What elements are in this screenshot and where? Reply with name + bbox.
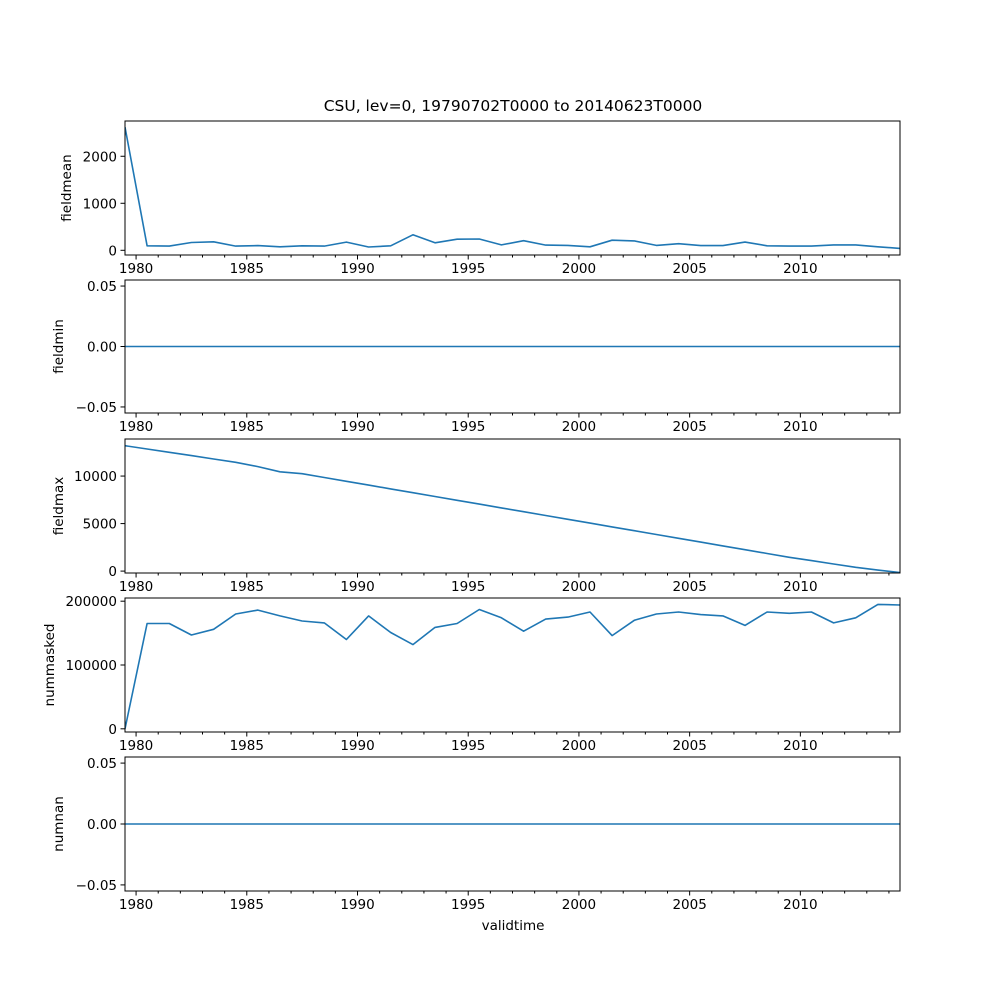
fieldmax-x-tick-label: 1980 xyxy=(119,579,153,595)
nummasked-axes-frame xyxy=(124,597,901,733)
nummasked-y-tick-label: 100000 xyxy=(65,658,117,674)
fieldmax-x-tick-label: 2000 xyxy=(562,579,596,595)
panel-fieldmean: 1980 1985 1990 1995 2000 2005 2010 0 1000 2000 fie… xyxy=(59,120,901,277)
nummasked-series-line xyxy=(125,603,900,729)
fieldmin-x-tick-label: 1995 xyxy=(451,419,485,435)
fieldmax-axes-frame xyxy=(124,438,901,574)
fieldmean-y-tick-label: 0 xyxy=(108,243,117,259)
fieldmean-y-tick-label: 2000 xyxy=(83,149,117,165)
fieldmax-series-line xyxy=(125,444,900,573)
fieldmax-x-tick-label: 1990 xyxy=(340,579,374,595)
fieldmin-x-tick-label: 1980 xyxy=(119,419,153,435)
nummasked-y-tick-label: 200000 xyxy=(65,594,117,610)
fieldmax-y-axis-label: fieldmax xyxy=(51,477,67,536)
fieldmin-x-tick-label: 2010 xyxy=(783,419,817,435)
numnan-x-tick-label: 2010 xyxy=(783,897,817,913)
nummasked-y-axis-label: nummasked xyxy=(42,624,58,707)
numnan-x-tick-label: 1995 xyxy=(451,897,485,913)
fieldmin-x-tick-label: 2000 xyxy=(562,419,596,435)
fieldmean-x-tick-label: 1980 xyxy=(119,261,153,277)
fieldmean-y-tick-label: 1000 xyxy=(83,196,117,212)
fieldmean-x-tick-label: 2005 xyxy=(672,261,706,277)
fieldmin-y-tick-label: −0.05 xyxy=(76,400,117,416)
fieldmean-x-tick-label: 1985 xyxy=(230,261,264,277)
nummasked-x-tick-label: 1985 xyxy=(230,738,264,754)
panel-fieldmax: 1980 1985 1990 1995 2000 2005 2010 0 5000 10000 fi… xyxy=(51,438,901,595)
fieldmax-y-tick-label: 10000 xyxy=(74,469,117,485)
nummasked-x-tick-label: 2010 xyxy=(783,738,817,754)
numnan-x-tick-label: 2005 xyxy=(672,897,706,913)
fieldmean-x-tick-label: 1995 xyxy=(451,261,485,277)
figure-title: CSU, lev=0, 19790702T0000 to 20140623T00… xyxy=(324,97,703,115)
subplots: 1980 1985 1990 1995 2000 2005 2010 0 1000 2000 fie… xyxy=(42,120,901,913)
nummasked-x-tick-label: 1990 xyxy=(340,738,374,754)
nummasked-x-tick-label: 1980 xyxy=(119,738,153,754)
nummasked-y-tick-label: 0 xyxy=(108,722,117,738)
fieldmin-x-tick-label: 1990 xyxy=(340,419,374,435)
numnan-x-tick-label: 1990 xyxy=(340,897,374,913)
fieldmax-y-tick-label: 5000 xyxy=(83,517,117,533)
fieldmin-x-tick-label: 2005 xyxy=(672,419,706,435)
x-axis-label: validtime xyxy=(482,918,545,934)
fieldmax-y-tick-label: 0 xyxy=(108,564,117,580)
fieldmean-series-line xyxy=(125,126,900,250)
fieldmean-y-axis-label: fieldmean xyxy=(59,154,75,221)
numnan-x-tick-label: 1985 xyxy=(230,897,264,913)
nummasked-x-tick-label: 1995 xyxy=(451,738,485,754)
fieldmin-x-tick-label: 1985 xyxy=(230,419,264,435)
fieldmax-x-tick-label: 1985 xyxy=(230,579,264,595)
numnan-y-tick-label: −0.05 xyxy=(76,878,117,894)
fieldmean-x-tick-label: 2000 xyxy=(562,261,596,277)
numnan-y-axis-label: numnan xyxy=(51,796,67,852)
nummasked-x-tick-label: 2000 xyxy=(562,738,596,754)
fieldmin-y-tick-label: 0.00 xyxy=(87,340,117,356)
fieldmean-axes-frame xyxy=(124,120,901,256)
panel-nummasked: 1980 1985 1990 1995 2000 2005 2010 0 100000 20000… xyxy=(42,594,901,754)
fieldmax-x-tick-label: 2005 xyxy=(672,579,706,595)
numnan-y-tick-label: 0.00 xyxy=(87,817,117,833)
fieldmin-y-axis-label: fieldmin xyxy=(51,319,67,374)
fieldmean-x-tick-label: 1990 xyxy=(340,261,374,277)
panel-numnan: 1980 1985 1990 1995 2000 2005 2010 −0.05 0.00 0.0… xyxy=(51,756,901,913)
fieldmin-y-tick-label: 0.05 xyxy=(87,279,117,295)
numnan-x-tick-label: 1980 xyxy=(119,897,153,913)
numnan-y-tick-label: 0.05 xyxy=(87,756,117,772)
nummasked-x-tick-label: 2005 xyxy=(672,738,706,754)
panel-fieldmin: 1980 1985 1990 1995 2000 2005 2010 −0.05 0.00 0.0… xyxy=(51,279,901,435)
fieldmax-x-tick-label: 1995 xyxy=(451,579,485,595)
numnan-x-tick-label: 2000 xyxy=(562,897,596,913)
fieldmean-x-tick-label: 2010 xyxy=(783,261,817,277)
fieldmax-x-tick-label: 2010 xyxy=(783,579,817,595)
